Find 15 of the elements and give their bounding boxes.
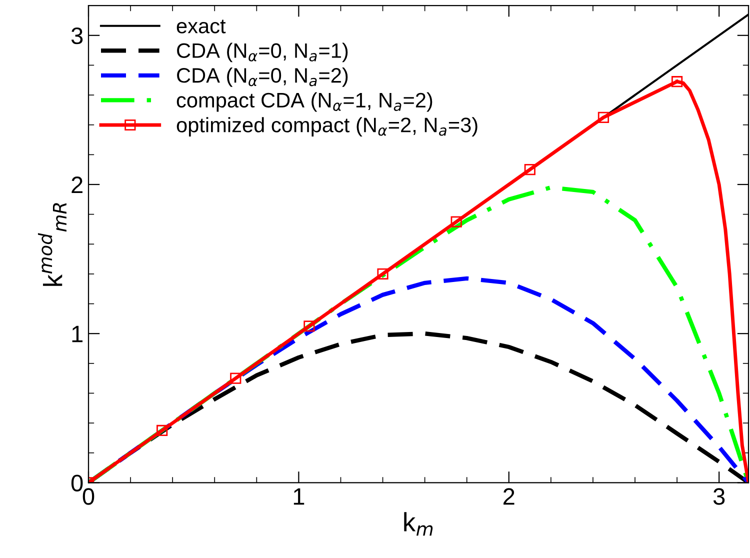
legend-label: compact CDA (N$_{α}$=1, N$_{a}$=2) [176, 92, 432, 112]
x-tick-label: 3 [713, 488, 725, 505]
x-tick-label: 0 [82, 488, 94, 505]
legend-label: optimized compact (N$_{α}$=2, N$_{a}$=3) [176, 117, 478, 137]
legend-label: CDA (N$_{α}$=0, N$_{a}$=1) [177, 42, 348, 62]
y-tick-label: 2 [72, 176, 82, 194]
x-axis-title: k$_{m}$ [404, 512, 433, 536]
legend-label: exact [176, 20, 226, 34]
x-tick-label: 1 [294, 488, 304, 505]
y-tick-label: 3 [71, 27, 83, 44]
y-tick-label: 1 [72, 326, 82, 342]
y-tick-label: 0 [71, 474, 83, 492]
y-axis-title: k$^{mod}$$_{mR}$ [38, 203, 66, 286]
x-tick-label: 2 [504, 488, 514, 505]
legend-label: CDA (N$_{α}$=0, N$_{a}$=2) [177, 68, 348, 87]
